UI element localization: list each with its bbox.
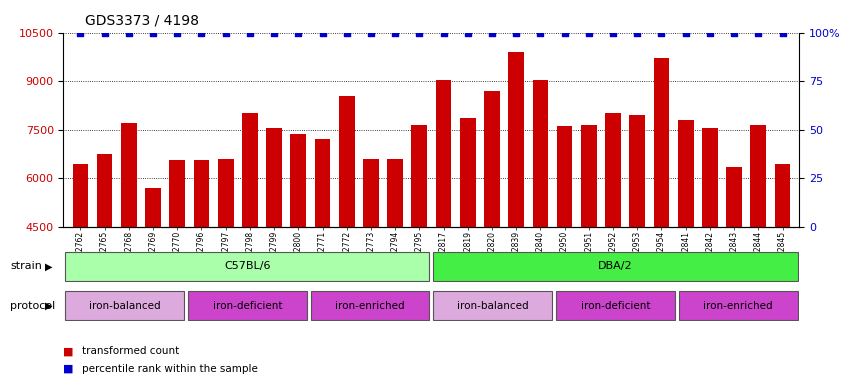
Point (146, 30, 160, 36)
Point (388, 30, 402, 36)
Point (461, 30, 475, 36)
Text: iron-balanced: iron-balanced (89, 301, 161, 311)
Bar (581, 125, 596, 372)
Bar (194, 160, 209, 372)
Bar (121, 123, 137, 372)
Text: transformed count: transformed count (82, 346, 179, 356)
Point (413, 30, 426, 36)
Bar (629, 115, 645, 372)
Bar (217, 159, 233, 372)
Bar (339, 96, 354, 372)
Text: strain: strain (10, 262, 42, 271)
Bar (678, 291, 798, 320)
Bar (678, 120, 694, 372)
Bar (508, 52, 524, 372)
Bar (146, 188, 161, 372)
Bar (484, 91, 500, 372)
Point (195, 30, 208, 36)
Point (728, 30, 741, 36)
Bar (363, 159, 379, 372)
Point (122, 30, 135, 36)
Point (607, 30, 620, 36)
Point (630, 30, 644, 36)
Point (219, 30, 233, 36)
Bar (556, 291, 675, 320)
Point (582, 30, 596, 36)
Text: ▶: ▶ (46, 262, 52, 271)
Point (678, 30, 692, 36)
Point (171, 30, 184, 36)
Bar (290, 134, 306, 372)
Bar (411, 125, 427, 372)
Bar (557, 126, 573, 372)
Bar (242, 113, 258, 372)
Text: iron-balanced: iron-balanced (457, 301, 529, 311)
Text: protocol: protocol (10, 301, 55, 311)
Bar (654, 58, 669, 372)
Text: iron-enriched: iron-enriched (335, 301, 405, 311)
Bar (188, 291, 307, 320)
Bar (605, 113, 621, 372)
Point (437, 30, 450, 36)
Bar (726, 167, 742, 372)
Point (558, 30, 571, 36)
Bar (750, 125, 766, 372)
Bar (532, 79, 548, 372)
Text: DBA/2: DBA/2 (598, 262, 633, 271)
Bar (65, 291, 184, 320)
Text: C57BL/6: C57BL/6 (224, 262, 271, 271)
Text: percentile rank within the sample: percentile rank within the sample (82, 364, 258, 374)
Text: ■: ■ (63, 364, 74, 374)
Point (364, 30, 377, 36)
Point (340, 30, 354, 36)
Bar (65, 252, 430, 281)
Point (243, 30, 256, 36)
Point (292, 30, 305, 36)
Bar (433, 291, 552, 320)
Bar (169, 160, 185, 372)
Point (751, 30, 765, 36)
Point (534, 30, 547, 36)
Point (267, 30, 281, 36)
Text: ■: ■ (63, 346, 74, 356)
Bar (310, 291, 430, 320)
Text: iron-enriched: iron-enriched (703, 301, 773, 311)
Point (316, 30, 329, 36)
Point (509, 30, 523, 36)
Bar (702, 128, 717, 372)
Point (98, 30, 112, 36)
Point (703, 30, 717, 36)
Bar (315, 139, 331, 372)
Text: iron-deficient: iron-deficient (212, 301, 283, 311)
Point (486, 30, 499, 36)
Bar (460, 118, 475, 372)
Bar (436, 79, 452, 372)
Point (655, 30, 668, 36)
Bar (266, 128, 282, 372)
Text: ▶: ▶ (46, 301, 52, 311)
Bar (433, 252, 798, 281)
Bar (73, 164, 88, 372)
Bar (387, 159, 403, 372)
Text: iron-deficient: iron-deficient (580, 301, 651, 311)
Point (776, 30, 789, 36)
Text: GDS3373 / 4198: GDS3373 / 4198 (85, 13, 199, 27)
Point (74, 30, 87, 36)
Bar (775, 164, 790, 372)
Bar (96, 154, 113, 372)
